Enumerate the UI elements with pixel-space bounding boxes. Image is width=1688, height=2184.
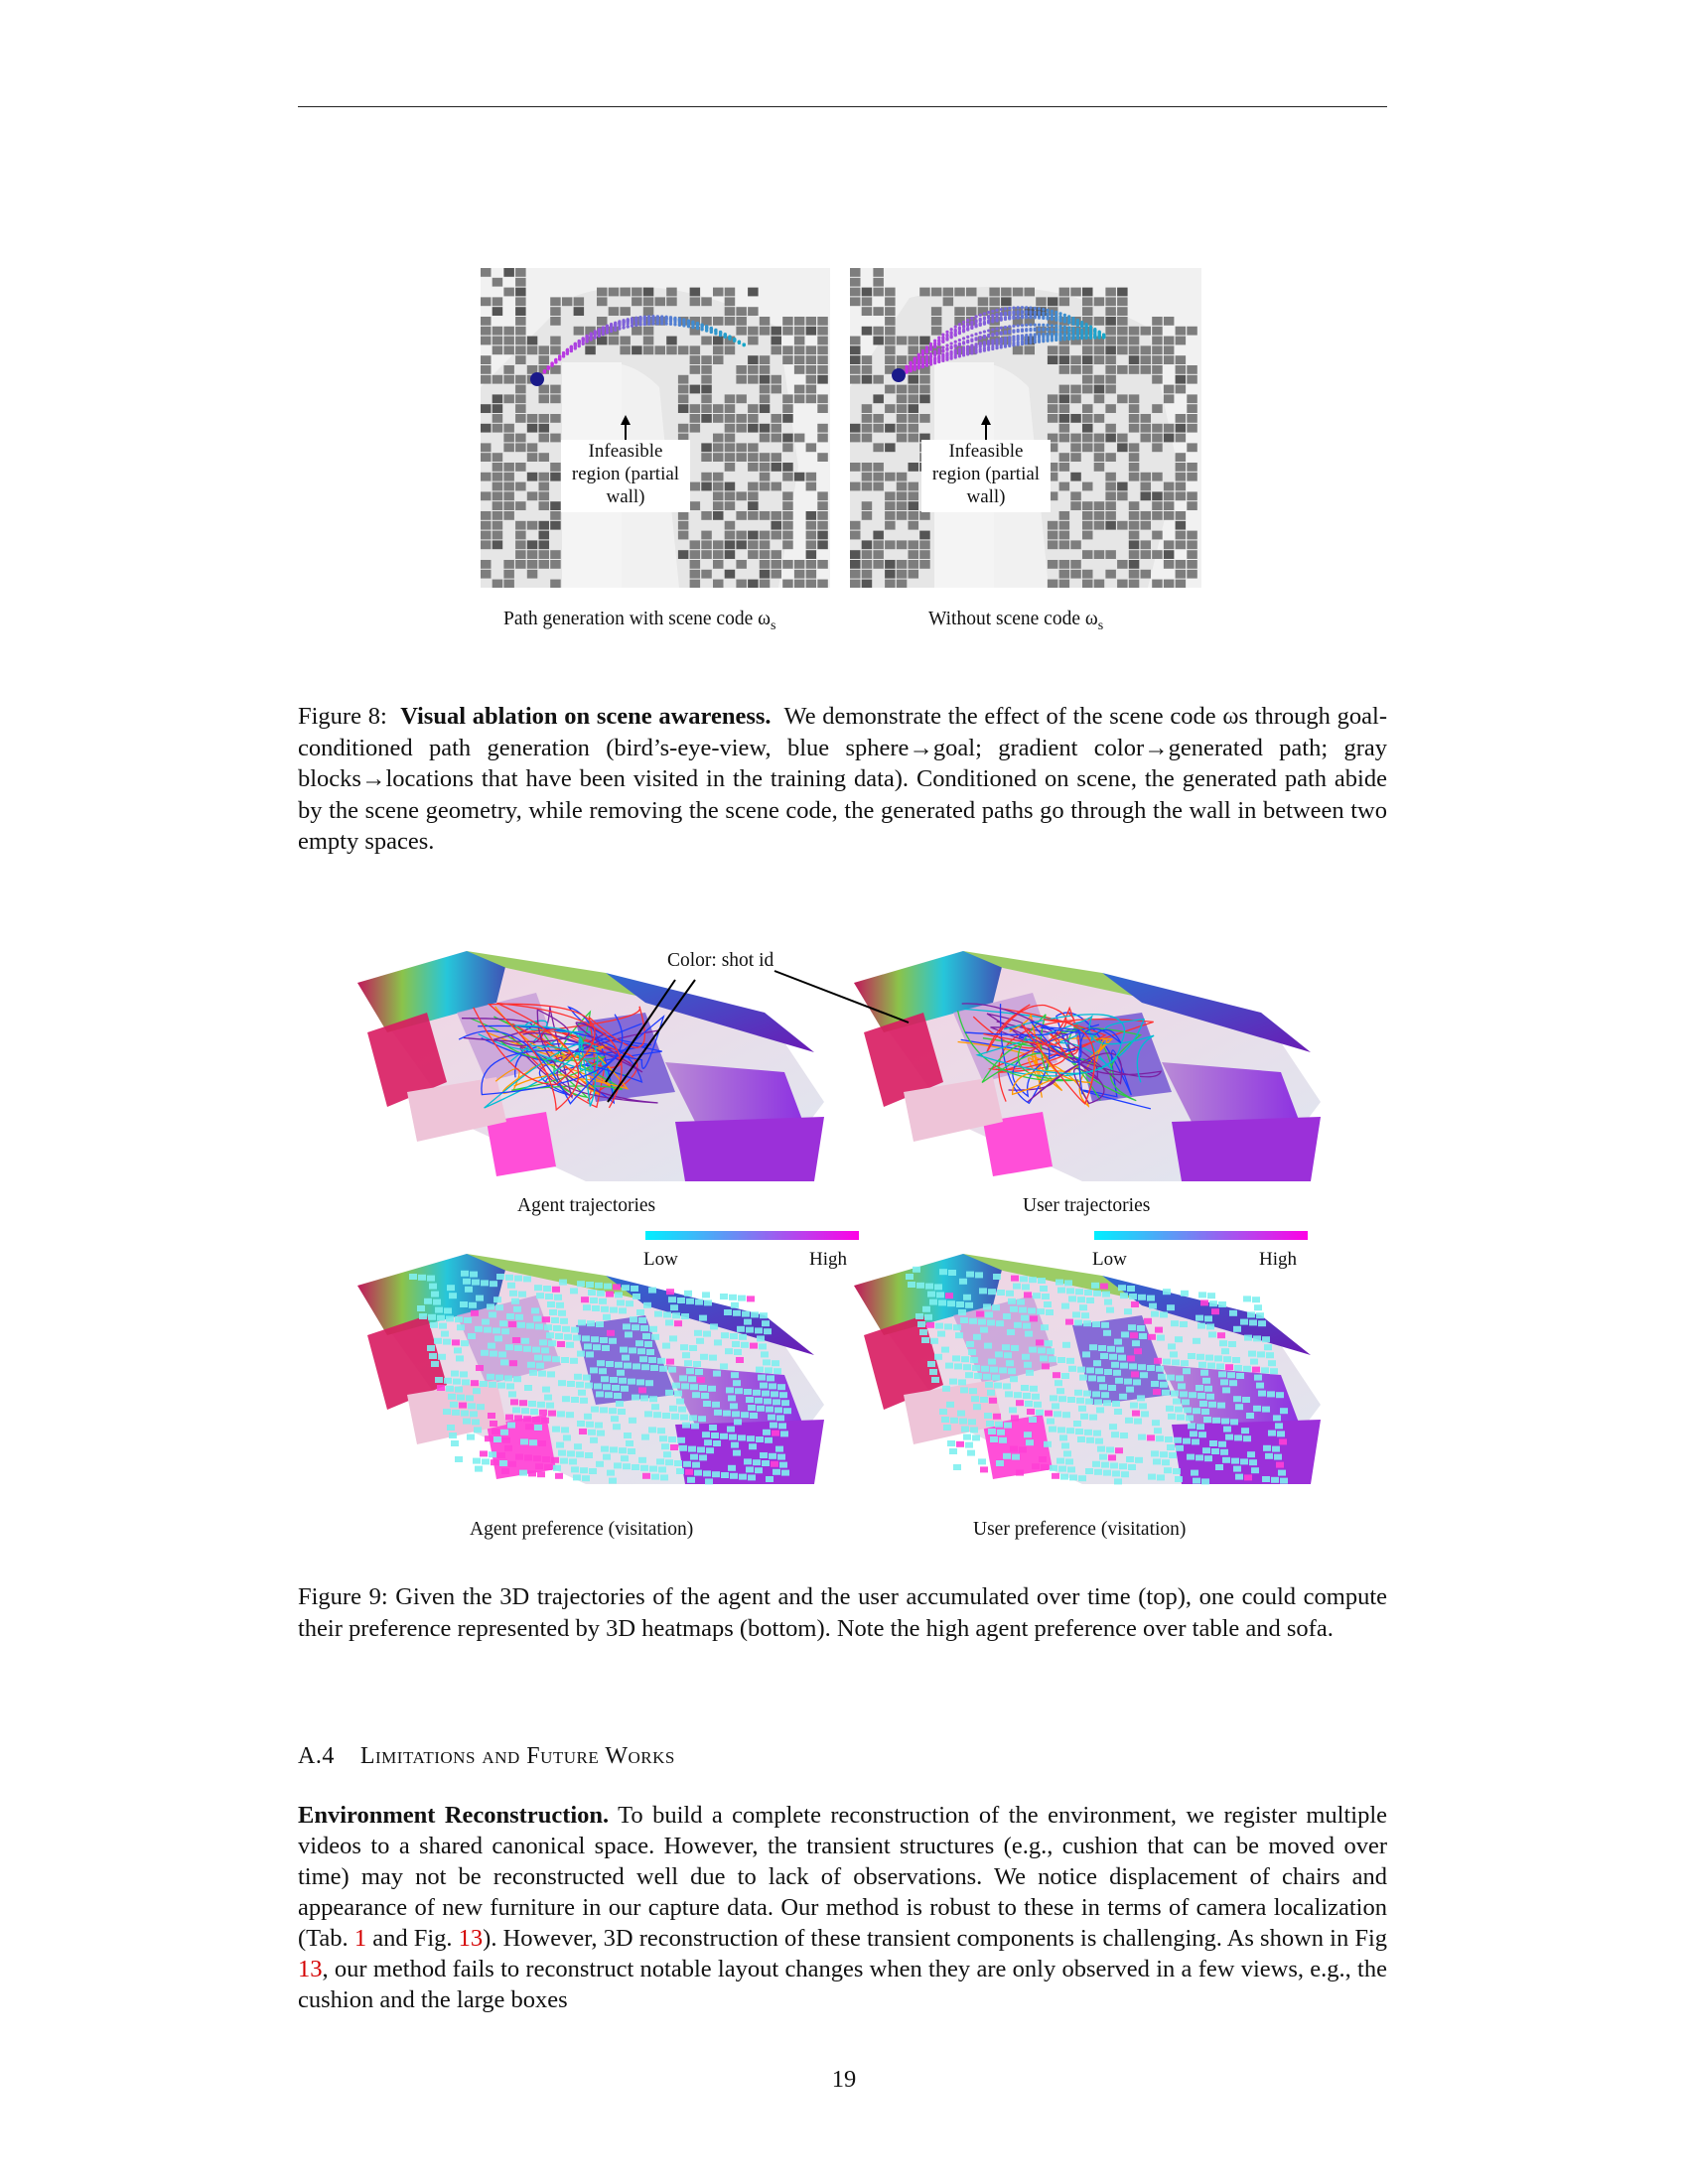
trajectory-lines (458, 1002, 665, 1112)
heatmap-voxels (409, 1270, 791, 1485)
colorbar-right-high: High (1259, 1249, 1297, 1270)
user-trajectories-label: User trajectories (1023, 1195, 1151, 1216)
agent-preference-label: Agent preference (visitation) (470, 1519, 694, 1540)
infeasible-annotation-right: Infeasible region (partial wall) (921, 440, 1051, 512)
table-ref-link[interactable]: 1 (353, 1925, 367, 1952)
generated-paths (897, 306, 1106, 377)
agent-preference-panel (357, 1254, 824, 1485)
figure-8-arrows (621, 415, 991, 440)
figure-ref-link[interactable]: 13 (298, 1956, 323, 1982)
section-heading: A.4 Limitations and Future Works (298, 1743, 675, 1769)
user-preference-label: User preference (visitation) (973, 1519, 1187, 1540)
figure-8-left-label: Path generation with scene code ωs (503, 609, 776, 633)
figure-8-caption: Figure 8: Visual ablation on scene aware… (298, 703, 1387, 855)
figure-9-caption: Figure 9: Given the 3D trajectories of t… (298, 1583, 1387, 1642)
colorbar-right-low: Low (1092, 1249, 1127, 1270)
figure-8-left-panel (481, 268, 830, 588)
infeasible-annotation-left: Infeasible region (partial wall) (561, 440, 690, 512)
figure-8-right-panel (850, 268, 1201, 588)
agent-trajectories-label: Agent trajectories (517, 1195, 656, 1216)
page-number: 19 (831, 2066, 857, 2093)
colorbar-right (1094, 1231, 1308, 1240)
trajectory-lines (956, 1003, 1163, 1110)
figure-8-right-label: Without scene code ωs (928, 609, 1104, 633)
user-preference-panel (854, 1254, 1321, 1485)
visited-gray-blocks (481, 268, 828, 588)
colorbar-left (645, 1231, 859, 1240)
goal-sphere (530, 372, 544, 386)
agent-trajectories-panel (357, 951, 824, 1181)
heatmap-voxels (906, 1266, 1288, 1485)
colorbar-left-low: Low (643, 1249, 678, 1270)
limitations-paragraph: Environment Reconstruction. To build a c… (298, 1802, 1388, 2013)
user-trajectories-panel (854, 951, 1321, 1181)
visited-gray-blocks (850, 268, 1197, 588)
generated-paths (535, 315, 746, 381)
pointer-line (605, 979, 676, 1083)
color-shot-id-annotation: Color: shot id (667, 950, 774, 971)
pointer-line (774, 970, 910, 1024)
header-rule (298, 106, 1387, 107)
figure-ref-link[interactable]: 13 (458, 1925, 484, 1952)
pointer-line (607, 979, 696, 1103)
colorbar-left-high: High (809, 1249, 847, 1270)
figure-9 (357, 951, 1321, 1485)
goal-sphere (892, 368, 906, 382)
